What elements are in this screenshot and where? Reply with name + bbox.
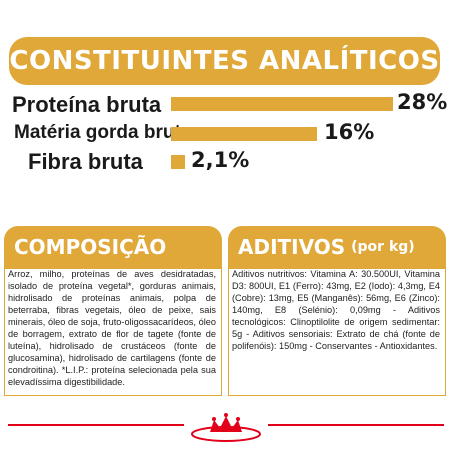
additives-title: ADITIVOS [238,235,346,259]
additives-header: ADITIVOS (por kg) [228,226,446,268]
royal-canin-crown-logo-icon [188,412,264,442]
protein-label: Proteína bruta [12,92,162,117]
fat-bar [171,127,317,141]
composition-box [4,268,222,396]
fiber-label: Fibra bruta [28,149,143,174]
composition-header: COMPOSIÇÃO [4,226,222,268]
footer-divider-left [8,424,184,426]
footer-divider-right [268,424,444,426]
additives-box [228,268,446,396]
protein-value: 28% [397,90,448,114]
protein-bar [171,97,393,111]
additives-subtitle: (por kg) [351,239,415,255]
additives-text: Aditivos nutritivos: Vitamina A: 30.500U… [232,269,440,351]
fat-label: Matéria gorda bruta [14,122,192,143]
analytical-constituents-header: CONSTITUINTES ANALÍTICOS [9,37,440,85]
composition-text: Arroz, milho, proteínas de aves desidrat… [8,269,216,387]
fat-value: 16% [324,120,375,144]
fiber-bar [171,155,185,169]
composition-title: COMPOSIÇÃO [14,235,167,259]
fiber-value: 2,1% [191,148,250,172]
